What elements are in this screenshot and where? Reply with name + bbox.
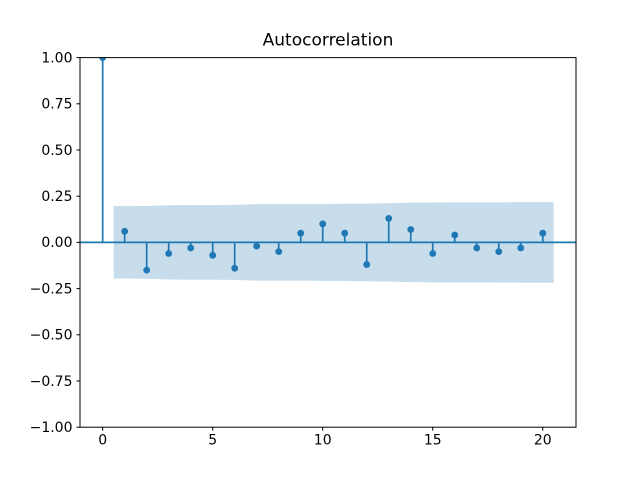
- x-axis-ticks: 0 5 10 15 20: [98, 427, 552, 449]
- marker-lag-14: [407, 226, 415, 233]
- y-tick-label-0.5: 0.50: [41, 143, 72, 159]
- y-axis-ticks: 1.00 0.75 0.50 0.25 0.00 −0.25 −0.50 −0.75 −1.00: [30, 50, 80, 436]
- marker-lag-9: [297, 229, 305, 237]
- y-tick-label-0.75: 0.75: [41, 97, 72, 113]
- marker-lag-13: [385, 214, 393, 222]
- plot-content: [80, 57, 576, 283]
- marker-lag-16: [451, 231, 459, 239]
- y-tick-label-1: 1.00: [41, 50, 72, 66]
- x-tick-label-15: 15: [424, 433, 442, 449]
- marker-lag-12: [363, 261, 371, 268]
- marker-group: [99, 57, 547, 274]
- marker-lag-2: [143, 266, 151, 274]
- marker-lag-11: [341, 229, 349, 237]
- marker-lag-19: [517, 244, 525, 252]
- marker-lag-0: [99, 57, 107, 61]
- marker-lag-6: [231, 264, 239, 272]
- marker-lag-18: [495, 248, 503, 256]
- marker-lag-15: [429, 250, 437, 257]
- marker-lag-3: [165, 250, 173, 257]
- marker-lag-17: [473, 244, 481, 252]
- x-tick-label-5: 5: [208, 433, 217, 449]
- marker-lag-5: [209, 251, 217, 259]
- marker-lag-20: [539, 229, 547, 237]
- y-tick-label--0.25: −0.25: [30, 281, 73, 297]
- marker-lag-1: [121, 227, 129, 235]
- marker-lag-7: [253, 242, 261, 250]
- marker-lag-8: [275, 248, 283, 256]
- y-tick-label--0.75: −0.75: [30, 374, 73, 390]
- marker-lag-10: [319, 220, 327, 228]
- marker-lag-4: [187, 244, 195, 252]
- y-tick-label--0.5: −0.50: [30, 328, 73, 344]
- y-tick-label--1: −1.00: [30, 420, 73, 436]
- x-tick-label-20: 20: [534, 433, 552, 449]
- chart-title: Autocorrelation: [263, 31, 394, 51]
- y-tick-label-0: 0.00: [41, 235, 72, 251]
- x-tick-label-0: 0: [98, 433, 107, 449]
- x-tick-label-10: 10: [314, 433, 332, 449]
- y-tick-label-0.25: 0.25: [41, 189, 72, 205]
